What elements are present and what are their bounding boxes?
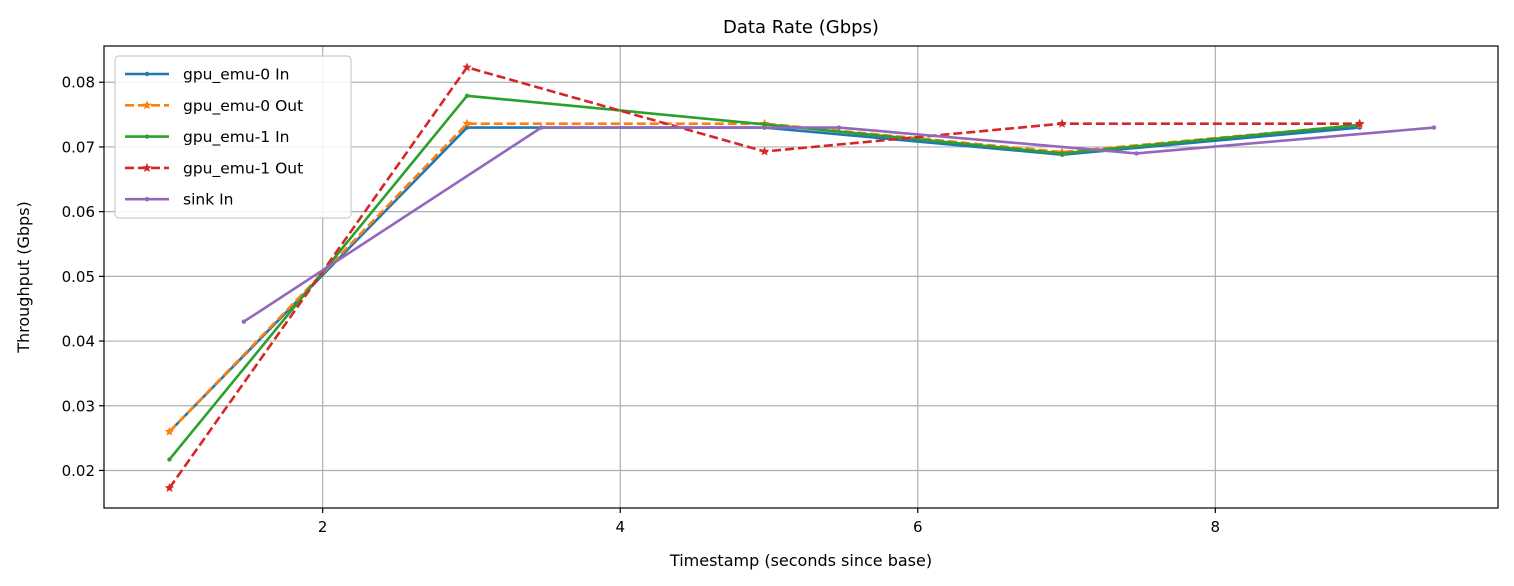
y-tick-label: 0.06 <box>62 203 95 221</box>
data-point <box>464 93 470 99</box>
series-lines <box>164 62 1437 492</box>
data-point <box>241 319 247 324</box>
data-point <box>167 457 172 462</box>
data-point <box>1134 151 1139 156</box>
data-point <box>836 125 842 130</box>
legend: gpu_emu-0 In gpu_emu-0 Out gpu_emu-1 In gpu… <box>114 55 352 219</box>
x-tick-label: 2 <box>318 518 328 536</box>
data-point <box>462 118 472 128</box>
legend-label: sink In <box>183 191 234 209</box>
legend-marker <box>144 134 150 139</box>
y-tick-label: 0.05 <box>62 268 95 286</box>
data-point <box>462 62 472 72</box>
legend-label: gpu_emu-1 In <box>183 128 290 147</box>
legend-marker <box>142 162 152 172</box>
legend-label: gpu_emu-0 Out <box>183 97 303 116</box>
y-tick-label: 0.07 <box>62 138 95 156</box>
data-point <box>1057 118 1067 128</box>
legend-item: gpu_emu-1 In <box>125 128 290 147</box>
data-point <box>539 125 544 130</box>
x-axis-label: Timestamp (seconds since base) <box>669 551 932 570</box>
x-tick-label: 6 <box>913 518 923 536</box>
legend-item: gpu_emu-1 Out <box>125 159 303 178</box>
data-point <box>762 122 767 127</box>
data-point <box>164 482 175 492</box>
data-point <box>164 426 175 436</box>
x-tick-label: 4 <box>615 518 625 536</box>
x-tick-label: 8 <box>1211 518 1221 536</box>
y-tick-label: 0.02 <box>62 462 95 480</box>
y-tick-label: 0.04 <box>62 333 95 351</box>
data-point <box>1431 125 1437 130</box>
legend-item: gpu_emu-0 Out <box>125 97 303 116</box>
series-sink-in <box>241 125 1437 324</box>
data-point <box>1354 118 1365 128</box>
plot-area-frame <box>103 45 1499 509</box>
series-gpu-emu-1-out <box>164 62 1365 492</box>
chart-title: Data Rate (Gbps) <box>723 17 879 38</box>
legend-marker <box>144 197 150 202</box>
y-tick-label: 0.08 <box>62 74 95 92</box>
legend-label: gpu_emu-1 Out <box>183 159 303 178</box>
legend-marker <box>142 100 152 110</box>
legend-marker <box>144 71 150 77</box>
data-point <box>1059 151 1065 156</box>
legend-box <box>114 55 352 219</box>
data-point <box>759 146 770 156</box>
legend-label: gpu_emu-0 In <box>183 66 290 85</box>
legend-item: sink In <box>125 191 234 209</box>
y-axis-label: Throughput (Gbps) <box>14 201 33 354</box>
y-tick-label: 0.03 <box>62 397 95 415</box>
axis-ticks: 2 4 6 8 0.02 0.03 0.04 0.05 0.06 0.07 0.08 <box>62 74 1221 536</box>
legend-item: gpu_emu-0 In <box>125 66 290 85</box>
